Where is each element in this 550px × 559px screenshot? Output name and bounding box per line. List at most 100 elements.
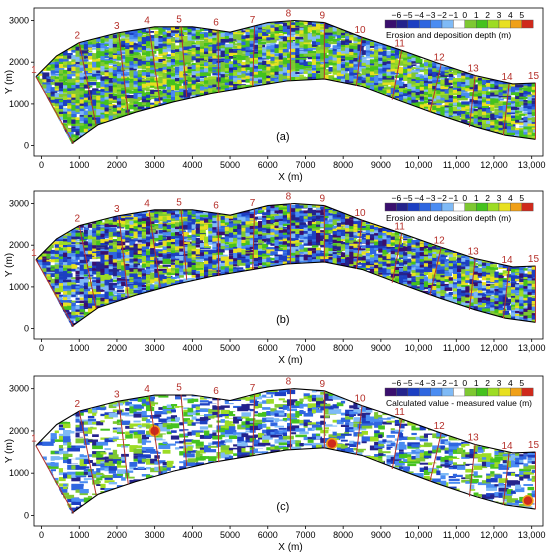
depth-cell [104,235,112,239]
depth-cell [83,137,90,141]
depth-cell [287,68,293,73]
depth-cell [295,20,302,23]
colorbar-swatch [384,19,397,29]
depth-cell [432,115,437,119]
depth-cell [100,248,111,252]
depth-cell [486,108,492,113]
depth-cell [494,133,500,139]
depth-cell [336,21,342,27]
depth-cell [386,69,394,72]
depth-cell [42,133,51,139]
depth-cell [63,268,72,271]
depth-cell [494,113,500,119]
depth-cell [465,109,470,112]
depth-cell [536,136,547,139]
depth-cell [129,247,136,251]
depth-cell [481,92,490,98]
depth-cell [224,88,230,91]
depth-cell [457,111,464,116]
depth-cell [515,91,522,97]
depth-cell [54,262,63,265]
depth-cell [35,117,40,120]
depth-cell [92,128,101,133]
depth-cell [170,43,176,48]
depth-cell [162,69,171,73]
depth-cell [108,240,122,243]
depth-cell [54,55,68,59]
depth-cell [378,62,383,67]
depth-cell [237,79,242,84]
depth-cell [146,109,153,113]
depth-cell [419,104,428,109]
depth-cell [141,75,147,79]
depth-cell [241,55,249,61]
depth-cell [71,230,79,233]
depth-cell [274,35,281,40]
depth-cell [224,55,233,60]
depth-cell [204,246,212,249]
depth-cell [415,68,428,71]
depth-cell [386,54,393,58]
depth-cell [452,63,465,67]
depth-cell [35,122,45,126]
depth-cell [54,81,66,86]
depth-cell [316,253,321,257]
depth-cell [133,245,139,250]
depth-cell [121,35,128,38]
depth-cell [54,293,60,298]
depth-cell [67,137,73,141]
depth-cell [54,244,61,248]
depth-cell [83,76,92,80]
depth-cell [444,67,450,70]
depth-cell [208,76,218,80]
depth-cell [50,69,56,74]
depth-cell [307,81,313,87]
depth-cell [270,74,277,78]
depth-cell [104,107,112,112]
depth-cell [129,72,136,77]
depth-cell [154,91,159,96]
depth-cell [129,27,136,30]
depth-cell [71,277,79,280]
depth-cell [428,78,434,82]
depth-cell [129,104,137,109]
depth-cell [42,72,50,78]
depth-cell [336,63,343,67]
depth-cell [129,239,141,242]
depth-cell [150,96,157,100]
depth-cell [390,55,397,60]
depth-cell [87,218,94,222]
colorbar-swatch [476,19,488,29]
depth-cell [208,46,215,52]
depth-cell [224,26,235,30]
depth-cell [121,50,129,53]
depth-cell [79,250,85,254]
depth-cell [58,107,66,112]
colorbar-swatch [430,19,443,29]
depth-cell [92,41,99,44]
depth-cell [51,328,62,333]
depth-cell [220,38,234,43]
depth-cell [133,269,139,273]
depth-cell [527,114,535,118]
depth-cell [63,288,73,292]
depth-cell [262,29,269,33]
depth-cell [204,278,212,281]
depth-cell [75,105,81,109]
depth-cell [536,116,543,119]
depth-cell [191,97,202,101]
depth-cell [436,291,441,294]
depth-cell [104,32,109,35]
depth-cell [345,65,356,68]
depth-cell [129,226,135,231]
depth-cell [38,262,45,265]
depth-cell [83,236,90,239]
depth-cell [506,132,519,136]
depth-cell [179,70,185,75]
depth-cell [92,241,100,246]
depth-cell [58,87,65,92]
depth-cell [531,82,536,87]
depth-cell [100,68,112,72]
section-line [217,29,220,94]
